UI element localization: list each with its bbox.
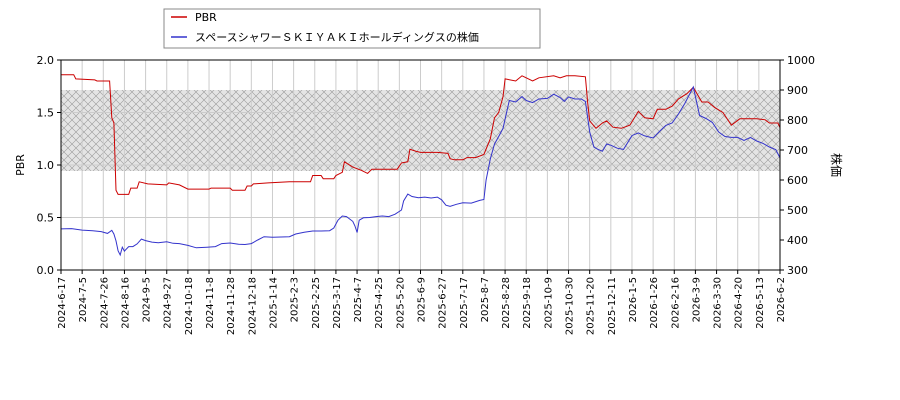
x-axis-tick-label: 2026-3-30 — [713, 277, 724, 329]
right-axis: 300 400 500 600 700 800 900 1000 — [780, 54, 815, 277]
right-axis-tick-label: 400 — [787, 234, 808, 247]
x-axis-tick-label: 2026-6-2 — [776, 277, 787, 322]
x-axis-tick-label: 2026-1-5 — [628, 277, 639, 322]
legend-box — [163, 8, 541, 49]
x-axis-tick-label: 2025-5-20 — [395, 277, 406, 329]
series-layer — [61, 74, 780, 257]
x-axis-tick-label: 2025-6-9 — [417, 277, 428, 322]
x-axis-tick-label: 2025-2-3 — [290, 277, 301, 322]
legend-label-pbr: PBR — [195, 11, 217, 24]
legend: PBR スペースシャワーＳＫＩＹＡＫＩホールディングスの株価 — [163, 8, 541, 49]
x-axis-tick-label: 2024-9-5 — [142, 277, 153, 322]
right-axis-tick-label: 1000 — [787, 54, 815, 67]
right-axis-label: 株価 — [829, 153, 844, 177]
right-axis-tick-label: 700 — [787, 144, 808, 157]
x-axis-tick-label: 2026-3-9 — [691, 277, 702, 322]
x-axis-tick-label: 2024-7-26 — [99, 277, 110, 329]
x-axis-tick-label: 2026-1-26 — [649, 277, 660, 329]
right-axis-tick-label: 800 — [787, 114, 808, 127]
x-axis-tick-label: 2025-10-9 — [543, 277, 554, 329]
x-axis-tick-label: 2026-5-13 — [755, 277, 766, 329]
right-axis-tick-label: 300 — [787, 264, 808, 277]
legend-label-stock-price: スペースシャワーＳＫＩＹＡＫＩホールディングスの株価 — [195, 30, 479, 44]
x-axis-tick-label: 2024-6-17 — [57, 277, 68, 329]
x-axis-tick-label: 2024-8-16 — [120, 277, 131, 329]
x-axis-tick-label: 2025-11-20 — [586, 277, 597, 335]
x-axis: 2024-6-17 2024-7-5 2024-7-26 2024-8-16 2024-… — [57, 270, 787, 335]
x-axis-tick-label: 2025-1-14 — [268, 277, 279, 329]
x-axis-tick-label: 2024-9-27 — [163, 277, 174, 329]
x-axis-tick-label: 2025-12-11 — [607, 277, 618, 335]
left-axis-tick-label: 1.0 — [37, 159, 55, 172]
x-axis-tick-label: 2024-11-8 — [205, 277, 216, 329]
x-axis-tick-label: 2025-8-7 — [480, 277, 491, 322]
x-axis-tick-label: 2024-10-18 — [184, 277, 195, 335]
x-axis-tick-label: 2024-7-5 — [78, 277, 89, 322]
right-axis-tick-label: 600 — [787, 174, 808, 187]
left-axis: 0.0 0.5 1.0 1.5 2.0 — [37, 54, 61, 277]
pbr-series-line — [61, 74, 780, 195]
x-axis-tick-label: 2026-2-16 — [670, 277, 681, 329]
stock-price-series-line — [61, 85, 780, 257]
x-axis-tick-label: 2024-11-28 — [226, 277, 237, 335]
left-axis-tick-label: 0.5 — [37, 212, 55, 225]
left-axis-tick-label: 0.0 — [37, 264, 55, 277]
x-axis-tick-label: 2025-4-25 — [374, 277, 385, 329]
x-axis-tick-label: 2025-7-17 — [459, 277, 470, 329]
left-axis-tick-label: 1.5 — [37, 107, 55, 120]
right-axis-tick-label: 900 — [787, 84, 808, 97]
left-axis-tick-label: 2.0 — [37, 54, 55, 67]
x-axis-tick-label: 2025-8-28 — [501, 277, 512, 329]
left-axis-label: PBR — [14, 154, 27, 176]
x-axis-tick-label: 2025-4-7 — [353, 277, 364, 322]
x-axis-tick-label: 2026-4-20 — [734, 277, 745, 329]
x-axis-tick-label: 2025-10-30 — [565, 277, 576, 335]
x-axis-tick-label: 2025-3-17 — [332, 277, 343, 329]
x-axis-tick-label: 2024-12-18 — [247, 277, 258, 335]
x-axis-tick-label: 2025-9-18 — [522, 277, 533, 329]
right-axis-tick-label: 500 — [787, 204, 808, 217]
x-axis-tick-label: 2025-6-27 — [438, 277, 449, 329]
x-axis-tick-label: 2025-2-25 — [311, 277, 322, 329]
